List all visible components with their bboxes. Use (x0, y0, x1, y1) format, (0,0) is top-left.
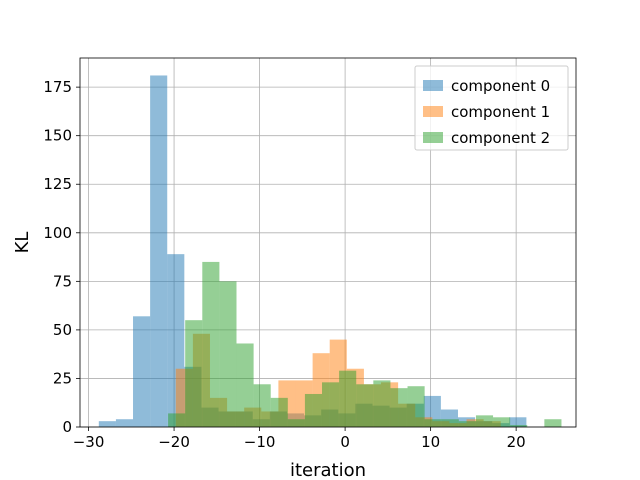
histogram-bar (287, 419, 305, 427)
x-tick-label: −10 (244, 433, 276, 451)
histogram-bar (544, 419, 562, 427)
legend-swatch (423, 132, 443, 143)
y-axis-label: KL (12, 232, 33, 254)
y-tick-label: 0 (62, 418, 72, 436)
y-tick-label: 75 (53, 272, 72, 290)
histogram-bar (458, 421, 476, 427)
histogram-bar (236, 343, 254, 427)
histogram-bar (441, 419, 459, 427)
x-axis-label: iteration (290, 460, 366, 480)
series-2 (168, 261, 562, 427)
histogram-bar (270, 397, 288, 427)
histogram-bar (356, 384, 374, 427)
x-tick-label: 0 (340, 433, 350, 451)
histogram-bar (304, 393, 323, 427)
histogram-bar (475, 415, 494, 427)
y-tick-label: 50 (53, 321, 72, 339)
histogram-bars (98, 75, 562, 428)
histogram-bar (390, 388, 408, 427)
histogram-bar (150, 75, 168, 428)
histogram-bar (219, 281, 237, 427)
histogram-bar (133, 316, 151, 427)
histogram-bar (168, 413, 186, 427)
legend: component 0 component 1 component 2 (414, 65, 569, 151)
legend-swatch (423, 80, 443, 91)
histogram-bar (493, 417, 511, 427)
histogram-bar (322, 382, 340, 427)
y-tick-label: 175 (43, 78, 72, 96)
legend-swatch (423, 106, 443, 117)
histogram-bar (373, 380, 391, 427)
histogram-bar (115, 419, 134, 427)
histogram-bar (202, 261, 220, 427)
histogram-bar (407, 386, 425, 427)
plot-frame (79, 57, 577, 428)
legend-label: component 0 (451, 77, 550, 95)
axis-ticks: −30 −20 −10 0 10 20 0 25 50 75 100 125 150 175 (43, 78, 525, 451)
histogram-bar (98, 421, 116, 427)
histogram-bar (185, 320, 203, 427)
x-tick-label: 10 (421, 433, 440, 451)
x-tick-label: −20 (158, 433, 190, 451)
legend-box (414, 65, 569, 151)
histogram-bar (253, 384, 271, 427)
legend-label: component 1 (451, 103, 550, 121)
legend-label: component 2 (451, 129, 550, 147)
histogram-bar (339, 370, 357, 427)
y-tick-label: 150 (43, 127, 72, 145)
x-tick-label: −30 (73, 433, 105, 451)
y-tick-label: 25 (53, 369, 72, 387)
histogram-bar (510, 425, 528, 427)
histogram-bar (509, 417, 527, 427)
histogram-bar (424, 419, 442, 427)
y-tick-label: 125 (43, 175, 72, 193)
x-tick-label: 20 (507, 433, 526, 451)
y-tick-label: 100 (43, 224, 72, 242)
